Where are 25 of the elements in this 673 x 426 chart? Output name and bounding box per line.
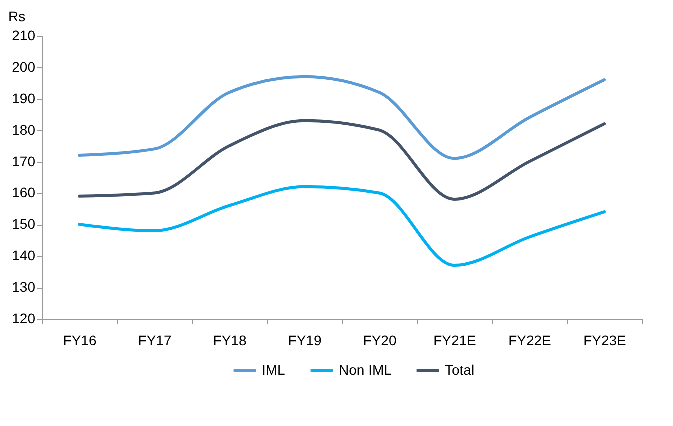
y-tick-label: 200 [12,58,36,75]
y-tick-label: 140 [12,248,36,264]
y-tick-label: 150 [12,216,36,232]
x-tick-label: FY20 [363,332,397,348]
x-tick-label: FY21E [434,332,476,348]
x-tick-label: FY19 [288,332,322,348]
y-axis-title: Rs [8,8,26,24]
legend-label: Non IML [339,362,392,378]
x-tick-label: FY18 [213,332,247,348]
y-tick-label: 170 [12,153,36,170]
x-tick-label: FY23E [584,332,626,348]
line-series [78,75,606,160]
x-tick-label: FY17 [138,332,172,348]
line-series [78,119,606,202]
y-tick-label: 120 [12,310,36,326]
x-tick-label: FY22E [508,332,552,348]
y-tick-label: 210 [12,28,36,44]
y-tick-label: 190 [12,90,36,106]
y-tick-label: 130 [12,279,36,296]
legend-label: Total [445,362,475,378]
legend-label: IML [262,362,286,378]
line-series [78,185,606,268]
y-tick-label: 160 [12,184,36,201]
x-tick-label: FY16 [63,332,97,348]
y-tick-label: 180 [12,122,36,138]
